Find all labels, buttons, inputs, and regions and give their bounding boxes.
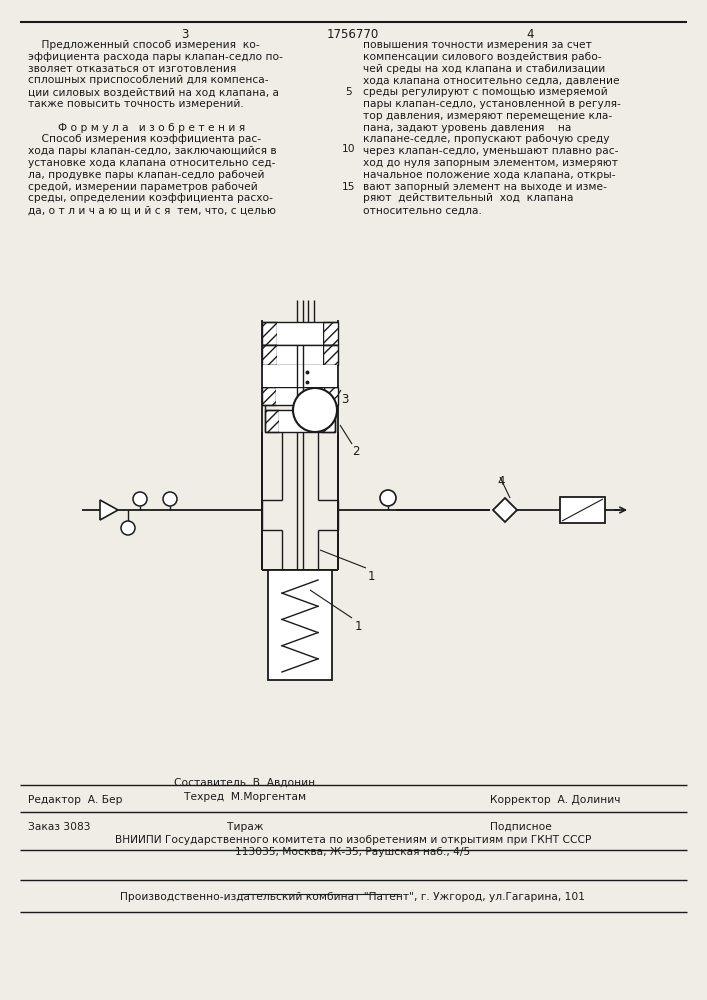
Text: 10: 10 <box>342 144 356 154</box>
Text: установке хода клапана относительно сед-: установке хода клапана относительно сед- <box>28 158 276 168</box>
Text: через клапан-седло, уменьшают плавно рас-: через клапан-седло, уменьшают плавно рас… <box>363 146 619 156</box>
Circle shape <box>293 388 337 432</box>
Text: ВНИИПИ Государственного комитета по изобретениям и открытиям при ГКНТ СССР: ВНИИПИ Государственного комитета по изоб… <box>115 835 591 845</box>
Bar <box>262 345 277 365</box>
Text: Способ измерения коэффициента рас-: Способ измерения коэффициента рас- <box>28 134 261 144</box>
Text: 5: 5 <box>346 87 352 97</box>
Bar <box>263 365 337 387</box>
Text: ла, продувке пары клапан-седло рабочей: ла, продувке пары клапан-седло рабочей <box>28 170 264 180</box>
Text: да, о т л и ч а ю щ и й с я  тем, что, с целью: да, о т л и ч а ю щ и й с я тем, что, с … <box>28 205 276 215</box>
Text: 3: 3 <box>341 393 349 406</box>
Text: зволяет отказаться от изготовления: зволяет отказаться от изготовления <box>28 64 236 74</box>
Text: повышения точности измерения за счет: повышения точности измерения за счет <box>363 40 592 50</box>
Bar <box>324 387 338 405</box>
Text: Производственно-издательский комбинат "Патент", г. Ужгород, ул.Гагарина, 101: Производственно-издательский комбинат "П… <box>120 892 585 902</box>
Text: среды регулируют с помощью измеряемой: среды регулируют с помощью измеряемой <box>363 87 608 97</box>
Text: ции силовых воздействий на ход клапана, а: ции силовых воздействий на ход клапана, … <box>28 87 279 97</box>
Text: 1: 1 <box>368 570 375 583</box>
Text: компенсации силового воздействия рабо-: компенсации силового воздействия рабо- <box>363 52 602 62</box>
Text: вают запорный элемент на выходе и изме-: вают запорный элемент на выходе и изме- <box>363 182 607 192</box>
Polygon shape <box>493 498 517 522</box>
Text: клапане-седле, пропускают рабочую среду: клапане-седле, пропускают рабочую среду <box>363 134 609 144</box>
Text: пана, задают уровень давления    на: пана, задают уровень давления на <box>363 123 571 133</box>
Text: 3: 3 <box>181 28 189 41</box>
Text: Составитель  В. Авдонин: Составитель В. Авдонин <box>175 778 315 788</box>
Text: Корректор  А. Долинич: Корректор А. Долинич <box>490 795 621 805</box>
Text: хода клапана относительно седла, давление: хода клапана относительно седла, давлени… <box>363 75 619 85</box>
Text: ряют  действительный  ход  клапана: ряют действительный ход клапана <box>363 193 573 203</box>
Text: хода пары клапан-седло, заключающийся в: хода пары клапан-седло, заключающийся в <box>28 146 276 156</box>
Bar <box>277 345 323 365</box>
Text: Подписное: Подписное <box>490 822 552 832</box>
Bar <box>268 570 332 680</box>
Bar <box>279 410 321 432</box>
Text: тор давления, измеряют перемещение кла-: тор давления, измеряют перемещение кла- <box>363 111 612 121</box>
Text: ход до нуля запорным элементом, измеряют: ход до нуля запорным элементом, измеряют <box>363 158 618 168</box>
Circle shape <box>133 492 147 506</box>
Text: начальное положение хода клапана, откры-: начальное положение хода клапана, откры- <box>363 170 616 180</box>
Text: средой, измерении параметров рабочей: средой, измерении параметров рабочей <box>28 182 258 192</box>
Text: чей среды на ход клапана и стабилизации: чей среды на ход клапана и стабилизации <box>363 64 605 74</box>
Bar <box>560 497 605 523</box>
Text: пары клапан-седло, установленной в регуля-: пары клапан-седло, установленной в регул… <box>363 99 621 109</box>
Text: 15: 15 <box>342 182 356 192</box>
Text: Предложенный способ измерения  ко-: Предложенный способ измерения ко- <box>28 40 259 50</box>
Circle shape <box>163 492 177 506</box>
Text: среды, определении коэффициента расхо-: среды, определении коэффициента расхо- <box>28 193 273 203</box>
Text: Редактор  А. Бер: Редактор А. Бер <box>28 795 122 805</box>
Bar <box>262 322 277 345</box>
Text: 4: 4 <box>526 28 534 41</box>
Bar <box>262 387 276 405</box>
Text: эффициента расхода пары клапан-седло по-: эффициента расхода пары клапан-седло по- <box>28 52 283 62</box>
Bar <box>323 345 338 365</box>
Bar <box>321 410 335 432</box>
Text: Ф о р м у л а   и з о б р е т е н и я: Ф о р м у л а и з о б р е т е н и я <box>58 123 245 133</box>
Text: сплошных приспособлений для компенса-: сплошных приспособлений для компенса- <box>28 75 269 85</box>
Bar <box>276 387 324 405</box>
Text: 113035, Москва, Ж-35, Раушская наб., 4/5: 113035, Москва, Ж-35, Раушская наб., 4/5 <box>235 847 471 857</box>
Text: Техред  М.Моргентам: Техред М.Моргентам <box>184 792 306 802</box>
Polygon shape <box>100 500 118 520</box>
Bar <box>323 322 338 345</box>
Text: 1: 1 <box>355 620 363 633</box>
Bar <box>277 322 323 345</box>
Text: 4: 4 <box>497 475 505 488</box>
Text: также повысить точность измерений.: также повысить точность измерений. <box>28 99 244 109</box>
Text: 1756770: 1756770 <box>327 28 379 41</box>
Circle shape <box>121 521 135 535</box>
Bar <box>265 410 279 432</box>
Text: 2: 2 <box>352 445 359 458</box>
Text: относительно седла.: относительно седла. <box>363 205 482 215</box>
Text: Тираж: Тираж <box>227 822 263 832</box>
Circle shape <box>380 490 396 506</box>
Text: Заказ 3083: Заказ 3083 <box>28 822 90 832</box>
